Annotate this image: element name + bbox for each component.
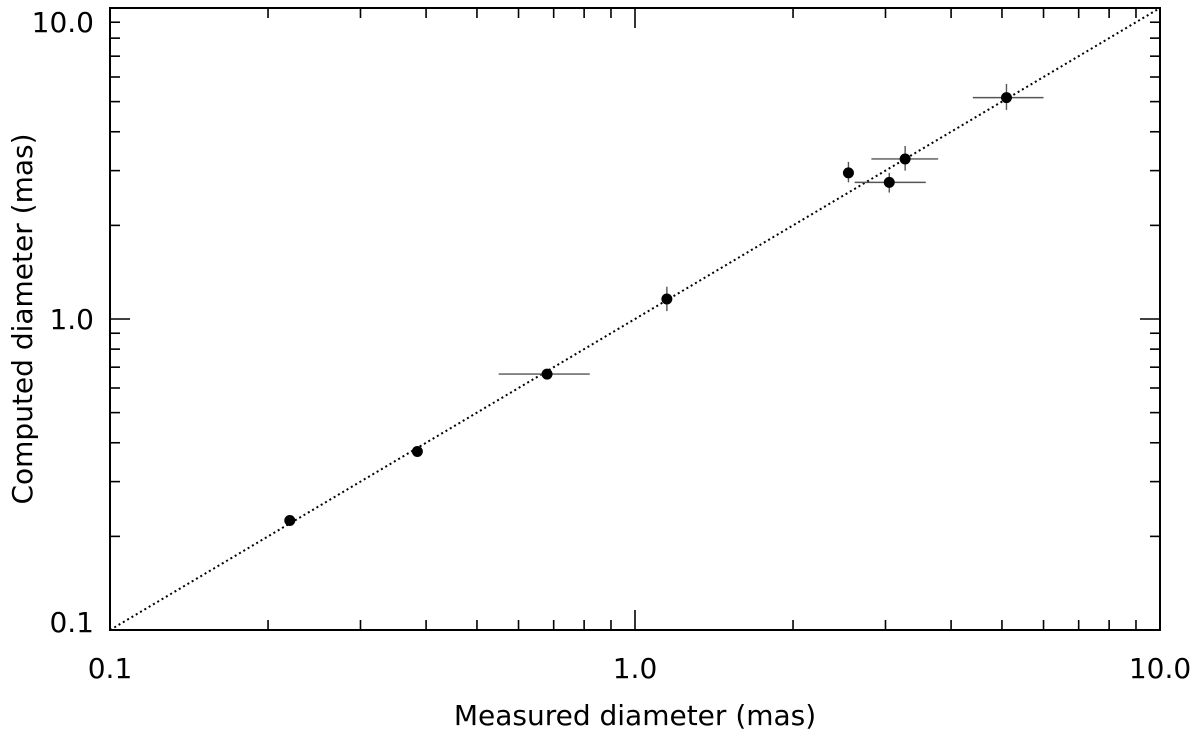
reference-line-layer <box>109 7 1161 631</box>
error-bar-layer <box>498 83 1044 375</box>
data-point <box>411 445 423 457</box>
data-point <box>842 167 854 179</box>
data-point-layer <box>284 92 1012 526</box>
data-point <box>661 293 673 305</box>
y-tick-label: 0.1 <box>49 606 94 639</box>
data-point <box>899 153 911 165</box>
tick-layer <box>110 8 1160 630</box>
reference-line <box>109 7 1161 631</box>
tick-label-layer: 0.1 1.0 10.0 0.1 1.0 10.0 <box>32 6 1192 685</box>
data-point <box>541 368 553 380</box>
data-point <box>1000 92 1012 104</box>
y-tick-label: 10.0 <box>32 6 94 39</box>
x-axis-label: Measured diameter (mas) <box>454 699 816 732</box>
data-point <box>284 514 296 526</box>
data-point <box>883 176 895 188</box>
x-tick-label: 0.1 <box>88 652 133 685</box>
y-axis-label: Computed diameter (mas) <box>6 133 39 504</box>
x-tick-label: 1.0 <box>613 652 658 685</box>
x-tick-label: 10.0 <box>1129 652 1191 685</box>
y-tick-label: 1.0 <box>49 303 94 336</box>
